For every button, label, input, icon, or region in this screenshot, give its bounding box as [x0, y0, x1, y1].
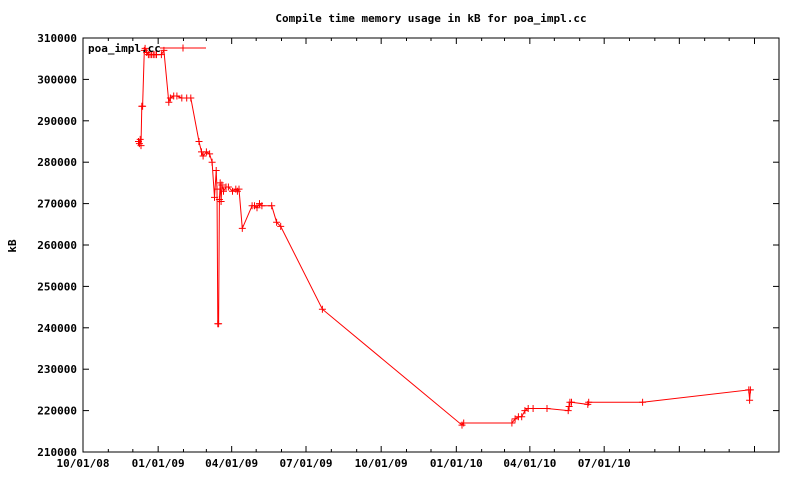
legend-marker	[179, 44, 187, 52]
data-point	[173, 92, 181, 100]
data-point	[212, 167, 220, 174]
y-tick-label: 260000	[37, 239, 77, 252]
data-point	[253, 204, 261, 212]
data-point	[518, 413, 526, 421]
data-point	[639, 398, 647, 406]
x-tick-label: 10/01/09	[355, 457, 408, 470]
data-point	[213, 185, 221, 193]
data-point	[211, 193, 218, 201]
data-point	[199, 152, 207, 160]
y-tick-label: 280000	[37, 156, 77, 169]
data-point	[238, 224, 246, 232]
x-tick-label: 07/01/10	[578, 457, 631, 470]
x-tick-label: 04/01/10	[503, 457, 556, 470]
data-point	[141, 44, 149, 52]
x-tick-label: 07/01/09	[280, 457, 333, 470]
data-point	[220, 187, 227, 195]
x-tick-label: 01/01/09	[132, 457, 185, 470]
data-point	[568, 398, 575, 406]
data-point	[157, 51, 165, 59]
x-tick-label: 01/01/10	[430, 457, 483, 470]
y-tick-label: 210000	[37, 446, 77, 459]
data-point	[258, 202, 266, 210]
data-point	[137, 142, 145, 150]
data-point	[564, 407, 572, 415]
plot-frame	[82, 37, 780, 453]
data-point	[508, 419, 516, 427]
data-point	[218, 181, 226, 189]
data-point	[746, 386, 754, 394]
data-point	[318, 305, 326, 313]
y-axis-label: kB	[6, 239, 19, 253]
data-point	[139, 102, 147, 110]
data-point	[460, 419, 468, 427]
data-point	[746, 396, 754, 404]
data-point	[277, 222, 285, 230]
series-line	[138, 47, 751, 426]
data-point	[187, 94, 195, 102]
data-point	[136, 135, 144, 143]
y-tick-label: 220000	[37, 405, 77, 418]
data-point	[195, 138, 203, 145]
data-point	[208, 158, 216, 166]
data-point	[268, 202, 276, 210]
y-tick-label: 310000	[37, 32, 77, 45]
y-tick-label: 250000	[37, 280, 77, 293]
data-point	[224, 183, 232, 191]
legend-label: poa_impl.cc	[88, 42, 161, 55]
y-tick-label: 240000	[37, 322, 77, 335]
data-point	[215, 320, 223, 328]
data-point	[217, 198, 225, 205]
x-tick-label: 04/01/09	[205, 457, 258, 470]
data-point	[543, 405, 551, 412]
data-point	[565, 403, 573, 410]
data-point	[585, 398, 593, 406]
data-point	[235, 185, 243, 193]
data-point	[529, 405, 537, 412]
y-axis: 210000 220000 230000 240000 250000 260000 2700…	[37, 32, 779, 459]
legend: poa_impl.cc	[88, 42, 206, 55]
y-tick-label: 230000	[37, 363, 77, 376]
x-tick-label: 10/01/08	[57, 457, 110, 470]
data-point	[206, 150, 214, 158]
data-point	[165, 98, 173, 106]
data-point	[273, 218, 281, 226]
series-layer	[135, 44, 754, 429]
x-axis: 10/01/08 01/01/09 04/01/09 07/01/09 10/01/09…	[57, 38, 755, 470]
y-tick-label: 300000	[37, 73, 77, 86]
y-tick-label: 270000	[37, 198, 77, 211]
y-tick-label: 290000	[37, 115, 77, 128]
chart-title: Compile time memory usage in kB for poa_…	[275, 12, 586, 25]
